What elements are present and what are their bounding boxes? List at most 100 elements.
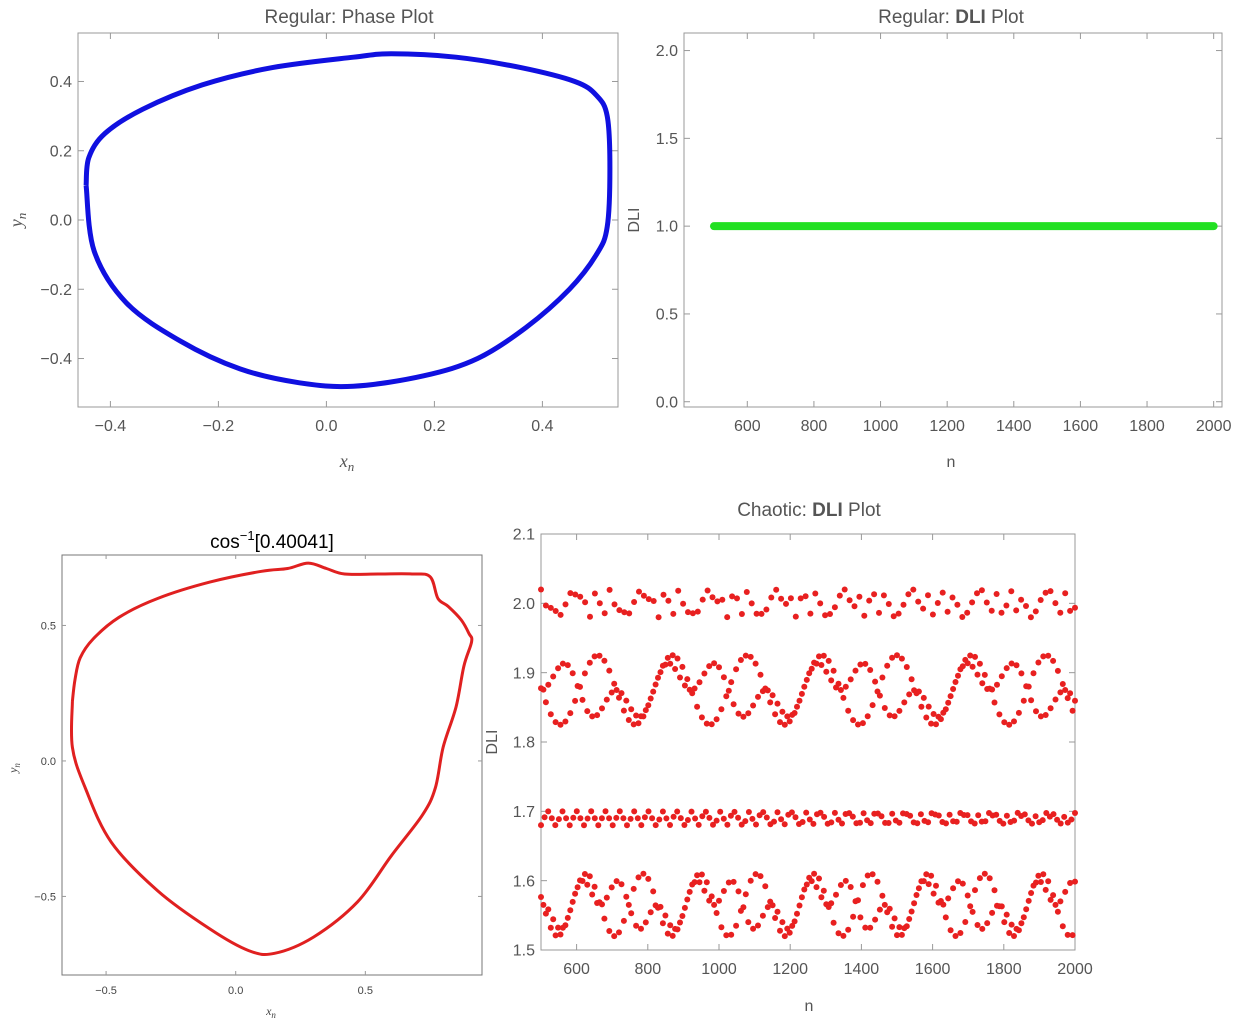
dli-point — [788, 809, 795, 816]
dli-point — [579, 696, 586, 703]
dli-point — [664, 930, 671, 937]
dli-point — [983, 599, 990, 606]
y-tick-label: −0.4 — [40, 351, 72, 368]
dli-point — [692, 815, 699, 822]
dli-point — [645, 596, 652, 603]
dli-point — [801, 683, 808, 690]
dli-point — [573, 808, 580, 815]
dli-point — [898, 931, 905, 938]
dli-point — [976, 660, 983, 667]
dli-point — [750, 702, 757, 709]
dli-point — [538, 822, 544, 829]
dli-point — [767, 699, 774, 706]
dli-point — [584, 881, 591, 888]
dli-point — [545, 681, 552, 688]
dli-point — [976, 875, 983, 882]
dli-point — [730, 701, 737, 708]
dli-point — [955, 672, 961, 679]
dli-point — [988, 607, 995, 614]
dli-point — [609, 822, 616, 829]
dli-point — [763, 606, 770, 613]
dli-point — [1025, 683, 1032, 690]
dli-point — [1047, 705, 1054, 712]
dli-point — [811, 870, 818, 877]
dli-point — [889, 810, 896, 817]
dli-point — [753, 610, 760, 617]
dli-point — [659, 920, 666, 927]
dli-point — [828, 819, 835, 826]
dli-point — [586, 873, 593, 880]
dli-point — [727, 812, 734, 819]
dli-point — [757, 671, 764, 678]
dli-point — [998, 609, 1005, 616]
dli-point — [640, 870, 647, 877]
dli-point — [709, 594, 716, 601]
x-tick-label: 2000 — [1196, 418, 1232, 435]
dli-point — [796, 902, 803, 909]
dli-point — [1064, 695, 1071, 702]
dli-point — [779, 708, 786, 715]
dli-point — [774, 908, 781, 915]
dli-point — [1018, 670, 1025, 677]
dli-point — [784, 713, 791, 720]
dli-point — [1013, 607, 1020, 614]
dli-point — [1025, 897, 1032, 904]
dli-point — [755, 693, 761, 700]
dli-point — [616, 808, 623, 815]
dli-point — [1054, 667, 1061, 674]
dli-point — [1000, 820, 1007, 827]
dli-point — [1030, 670, 1037, 677]
dli-point — [599, 705, 605, 712]
dli-point — [972, 887, 978, 894]
dli-point — [840, 932, 847, 939]
dli-point — [962, 919, 969, 925]
dli-point — [794, 703, 800, 710]
dli-point — [906, 916, 913, 922]
dli-point — [933, 721, 939, 728]
dli-point — [845, 707, 852, 714]
dli-point — [820, 887, 827, 894]
y-tick-label: 2.0 — [513, 596, 535, 613]
dli-point — [984, 920, 991, 927]
dli-point — [1069, 932, 1076, 939]
dli-point — [596, 600, 603, 607]
dli-point — [1011, 817, 1018, 824]
dli-point — [803, 809, 810, 816]
dli-point — [679, 663, 686, 670]
dli-point — [1035, 872, 1042, 879]
dli-point — [718, 706, 725, 713]
dli-point — [1037, 597, 1044, 603]
dli-point — [611, 601, 618, 608]
dli-point — [943, 820, 949, 827]
dli-point — [584, 815, 591, 822]
x-tick-label: 1200 — [772, 961, 808, 978]
dli-point — [701, 670, 708, 677]
dli-point — [725, 879, 732, 886]
dli-point — [548, 815, 555, 822]
y-tick-label: 1.9 — [513, 665, 535, 682]
dli-point — [830, 919, 837, 926]
dli-point — [636, 588, 642, 595]
dli-point — [606, 928, 613, 934]
dli-point — [635, 720, 642, 727]
dli-point — [1057, 898, 1064, 905]
dli-point — [1062, 687, 1069, 693]
dli-point — [720, 888, 727, 894]
dli-point — [655, 674, 661, 681]
dli-point — [820, 652, 827, 659]
dli-point — [949, 594, 956, 601]
dli-point — [959, 663, 966, 670]
dli-point — [667, 922, 674, 929]
dli-point — [694, 608, 701, 615]
dli-point — [993, 811, 1000, 818]
dli-point — [898, 655, 905, 662]
dli-point — [608, 689, 615, 696]
dli-point — [874, 878, 881, 885]
dli-point — [667, 822, 673, 828]
dli-point — [703, 720, 710, 727]
dli-point — [552, 822, 559, 829]
y-tick-label: 1.5 — [513, 943, 535, 960]
dli-point — [846, 597, 853, 604]
dli-point — [657, 903, 664, 910]
dli-point — [879, 892, 886, 899]
